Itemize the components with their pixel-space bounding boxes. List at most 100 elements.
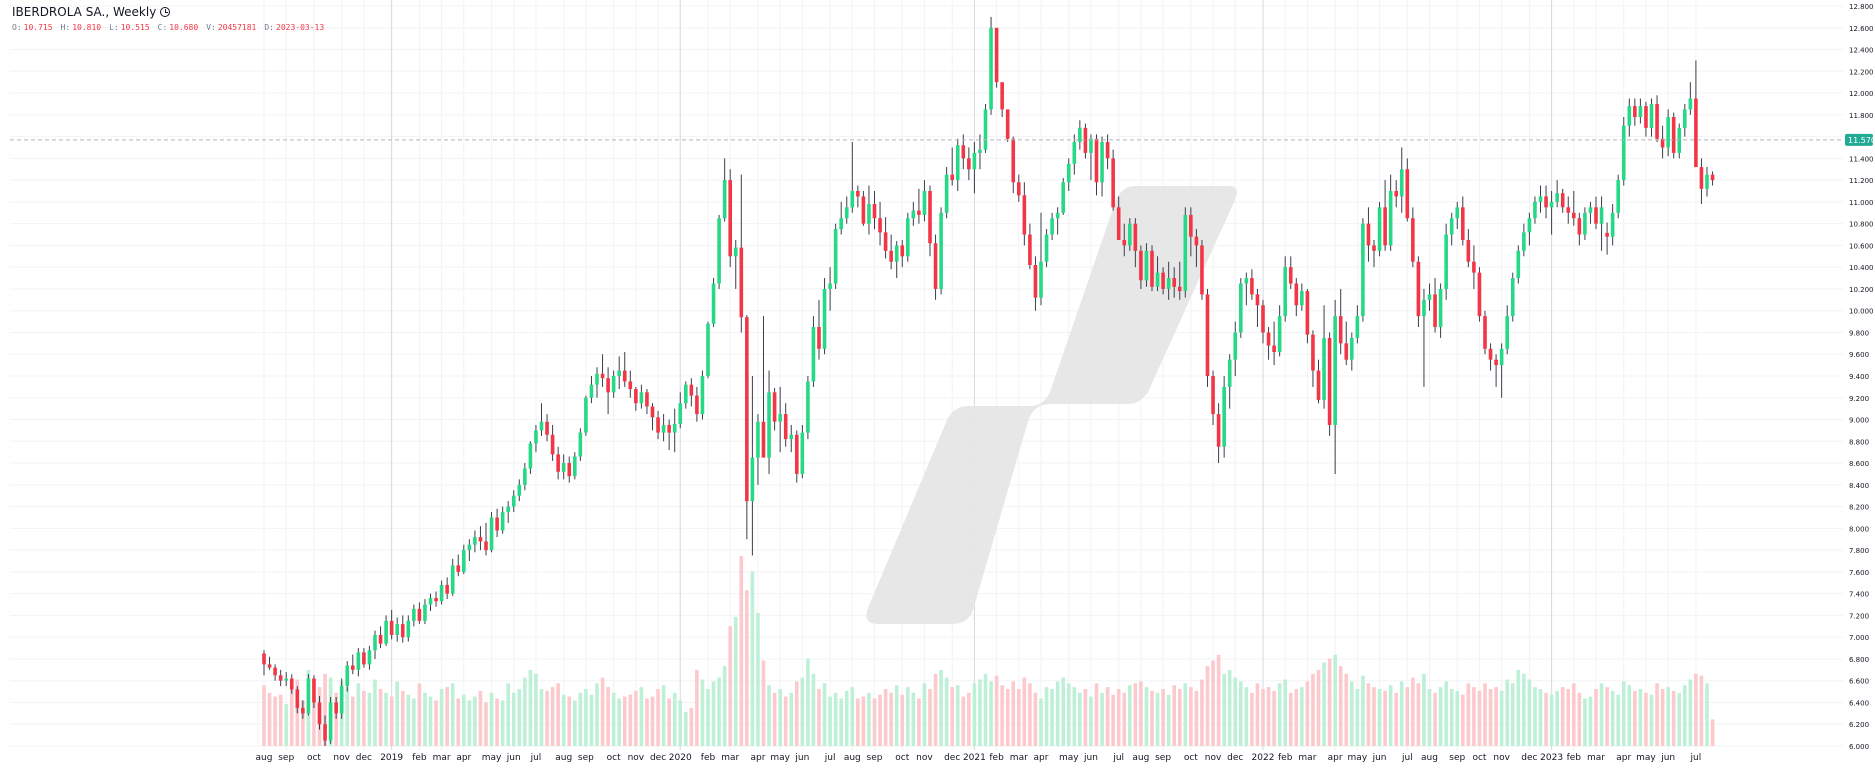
volume-bar bbox=[1621, 681, 1626, 746]
volume-bar bbox=[595, 683, 599, 746]
candle-body bbox=[1272, 345, 1276, 353]
symbol-title[interactable]: IBERDROLA SA., Weekly bbox=[12, 5, 157, 19]
candle-body bbox=[839, 218, 843, 230]
candle-body bbox=[733, 247, 738, 257]
candle-body bbox=[545, 421, 549, 435]
candle-body bbox=[811, 327, 816, 382]
candle-body bbox=[378, 635, 383, 644]
volume-bar bbox=[1577, 692, 1582, 746]
watermark-logo bbox=[866, 186, 1237, 624]
volume-bar bbox=[1227, 670, 1232, 746]
volume-bar bbox=[1294, 689, 1299, 746]
candle-body bbox=[1710, 174, 1715, 181]
volume-bar bbox=[1116, 689, 1121, 746]
candle-body bbox=[312, 678, 316, 703]
candle-body bbox=[628, 381, 633, 390]
volume-bar bbox=[1244, 687, 1249, 746]
candle-body bbox=[645, 392, 649, 407]
price-tick-label: 8.200 bbox=[1849, 504, 1869, 512]
candle-body bbox=[1311, 334, 1315, 371]
candle-body bbox=[1116, 207, 1121, 240]
volume-bar bbox=[1133, 683, 1138, 746]
volume-bar bbox=[1366, 683, 1371, 746]
volume-bar bbox=[844, 690, 849, 746]
volume-bar bbox=[695, 670, 699, 746]
ohlc-date: D: 2023-03-13 bbox=[264, 23, 325, 32]
volume-bar bbox=[767, 685, 771, 746]
candle-body bbox=[1427, 294, 1432, 300]
time-tick-label: jun bbox=[1660, 753, 1675, 763]
volume-bar bbox=[894, 685, 899, 746]
volume-bar bbox=[506, 683, 510, 746]
candle-body bbox=[1671, 117, 1676, 153]
time-tick-label: aug bbox=[256, 753, 273, 763]
candle-body bbox=[933, 243, 938, 289]
volume-bar bbox=[717, 677, 721, 746]
candle-body bbox=[1377, 207, 1382, 251]
volume-bar bbox=[389, 696, 394, 746]
clock-icon[interactable] bbox=[160, 7, 171, 17]
time-tick-label: sep bbox=[867, 753, 883, 763]
volume-bar bbox=[378, 689, 383, 746]
volume-bar bbox=[511, 692, 516, 746]
price-tick-label: 12.800 bbox=[1849, 3, 1874, 11]
volume-bar bbox=[1394, 692, 1398, 746]
ohlc-legend: O: 10.715 H: 10.810 L: 10.515 C: 10.680 V: 20… bbox=[12, 23, 324, 32]
candle-body bbox=[517, 484, 522, 496]
volume-bar bbox=[1128, 685, 1132, 746]
volume-bar bbox=[1411, 677, 1415, 746]
candle-body bbox=[362, 652, 366, 665]
volume-bar bbox=[917, 698, 921, 746]
volume-bar bbox=[739, 556, 744, 746]
price-tick-label: 9.800 bbox=[1849, 329, 1869, 337]
volume-bar bbox=[1694, 673, 1698, 746]
candle-body bbox=[722, 180, 727, 219]
candle-body bbox=[1522, 232, 1526, 251]
volume-bar bbox=[1022, 677, 1027, 746]
candle-body bbox=[883, 232, 888, 251]
candle-body bbox=[1078, 127, 1082, 143]
volume-bar bbox=[1100, 692, 1104, 746]
time-tick-label: dec bbox=[944, 753, 960, 763]
volume-bar bbox=[1399, 681, 1404, 746]
price-tick-label: 11.200 bbox=[1849, 177, 1874, 185]
candle-body bbox=[1388, 191, 1393, 246]
chart-grid bbox=[10, 0, 1843, 750]
candle-body bbox=[1189, 214, 1193, 237]
candle-body bbox=[1244, 278, 1249, 284]
volume-bar bbox=[955, 685, 960, 746]
volume-bar bbox=[828, 696, 832, 746]
candle-body bbox=[1399, 169, 1404, 197]
volume-bar bbox=[634, 690, 638, 746]
candle-body bbox=[1166, 278, 1171, 289]
candle-body bbox=[367, 650, 372, 665]
time-tick-label: 2022 bbox=[1252, 753, 1275, 763]
time-tick-label: sep bbox=[278, 753, 294, 763]
candle-body bbox=[922, 191, 927, 215]
volume-bar bbox=[561, 694, 566, 746]
volume-bar bbox=[1166, 694, 1171, 746]
price-tick-label: 9.000 bbox=[1849, 417, 1869, 425]
volume-bar bbox=[1255, 683, 1260, 746]
candle-body bbox=[961, 145, 966, 159]
price-tick-label: 12.000 bbox=[1849, 90, 1874, 98]
candle-body bbox=[1350, 337, 1354, 360]
volume-bar bbox=[323, 673, 327, 746]
volume-bar bbox=[1094, 683, 1099, 746]
volume-bar bbox=[456, 698, 461, 746]
volume-bar bbox=[1144, 687, 1149, 746]
volume-bar bbox=[1466, 683, 1471, 746]
candle-body bbox=[1061, 182, 1065, 213]
time-tick-label: nov bbox=[916, 753, 933, 763]
volume-bar bbox=[1205, 666, 1210, 746]
candle-body bbox=[1405, 169, 1410, 219]
volume-bar bbox=[1627, 685, 1632, 746]
candle-body bbox=[1105, 142, 1110, 159]
volume-bar bbox=[1638, 689, 1643, 746]
candle-body bbox=[1338, 316, 1343, 344]
time-tick-label: jul bbox=[530, 753, 542, 763]
volume-bar bbox=[1261, 689, 1265, 746]
candle-body bbox=[1300, 291, 1304, 306]
time-tick-label: apr bbox=[1616, 753, 1631, 763]
